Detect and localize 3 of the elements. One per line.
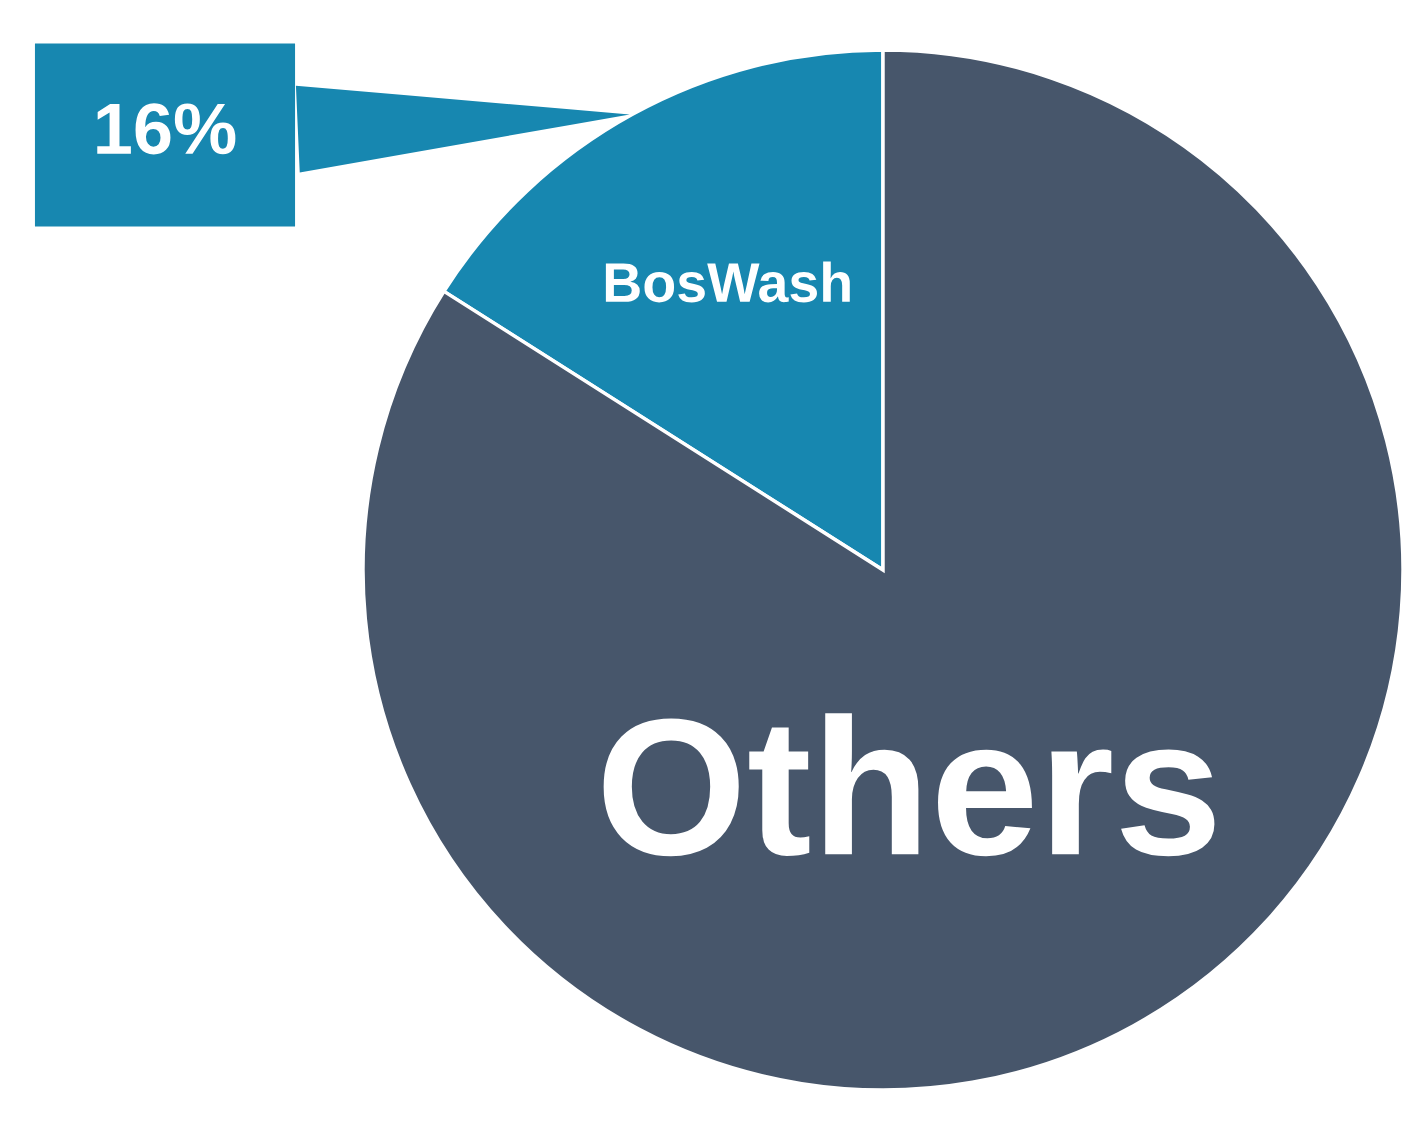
slice-label: Others [603, 713, 1215, 857]
slice-label: BosWash [605, 261, 850, 303]
data-label: 16% [97, 103, 236, 155]
